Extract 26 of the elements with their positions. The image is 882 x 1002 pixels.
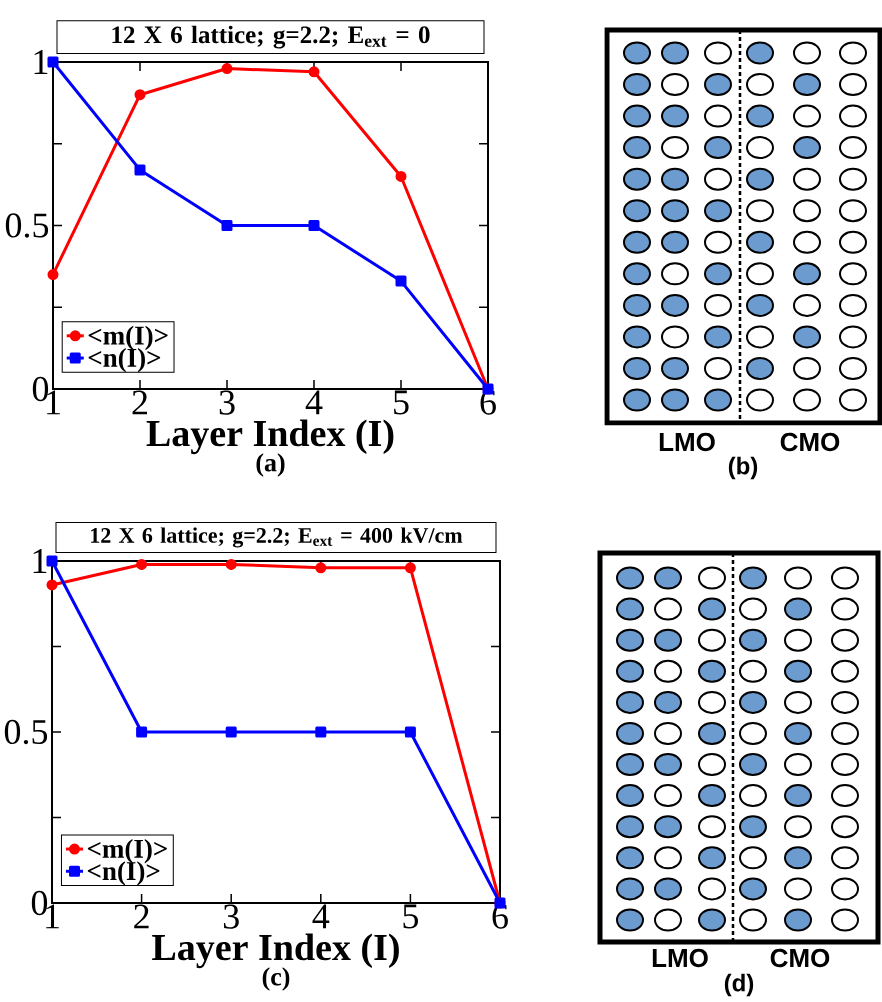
y-tick-label: 1 bbox=[34, 50, 48, 74]
y-tick-label: 0 bbox=[32, 376, 49, 402]
text: CMO bbox=[770, 948, 830, 968]
chart-title: 12 X 6 lattice; g=2.2; E$_{ext}$ = 400 kV/cm bbox=[91, 527, 463, 548]
y-tick-label: 0.5 bbox=[5, 213, 49, 238]
y-tick-label: 0 bbox=[31, 890, 48, 916]
x-tick-label: 4 bbox=[312, 904, 330, 929]
chart-title: 12 X 6 lattice; g=2.2; E$_{ext}$ = 0 bbox=[112, 25, 430, 49]
text: (a) bbox=[256, 453, 285, 477]
text: LMO bbox=[659, 432, 715, 452]
x-tick-label: 3 bbox=[223, 904, 239, 929]
x-tick-label: 2 bbox=[134, 904, 149, 929]
text: CMO bbox=[780, 432, 840, 452]
x-tick-label: 3 bbox=[219, 390, 235, 415]
y-tick-label: 0.5 bbox=[4, 719, 48, 745]
x-tick-label: 4 bbox=[305, 390, 323, 415]
x-tick-label: 5 bbox=[403, 904, 418, 929]
text: (b) bbox=[728, 456, 758, 480]
text: (d) bbox=[724, 973, 754, 997]
text: (c) bbox=[262, 967, 290, 991]
legend-label: <n(I)> bbox=[87, 861, 160, 886]
y-tick-label: 1 bbox=[33, 549, 47, 573]
x-tick-label: 5 bbox=[394, 390, 409, 415]
legend-label: <m(I)> bbox=[87, 838, 167, 864]
text: LMO bbox=[652, 948, 708, 968]
x-tick-label: 2 bbox=[132, 390, 148, 415]
